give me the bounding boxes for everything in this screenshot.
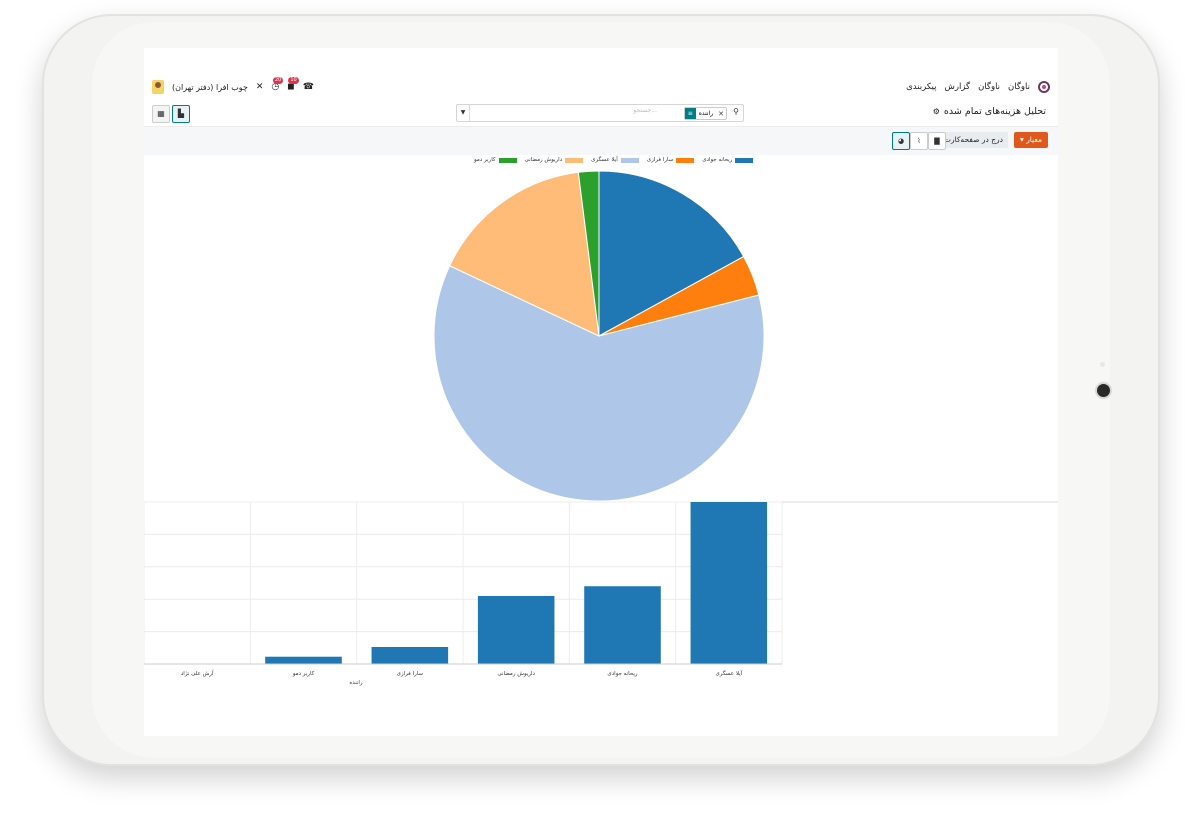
bar[interactable] (690, 502, 768, 664)
legend-label: سارا فرازی (646, 157, 674, 163)
measures-label: معیار (1026, 135, 1042, 144)
search-bar[interactable]: ⚲ ≡ راننده ✕ جستجو... ▼ (456, 104, 744, 122)
graph-view-icon[interactable]: ▙ (172, 105, 190, 123)
pivot-view-icon[interactable]: ▦ (152, 105, 170, 123)
legend-swatch (498, 157, 517, 163)
insert-dashboard-button[interactable]: درج در صفحه‌کارت (938, 132, 1008, 148)
bar[interactable] (477, 595, 555, 664)
x-axis-label: راننده (349, 680, 362, 686)
tools-icon[interactable]: ✕ (255, 82, 264, 92)
activity-badge: 20 (272, 77, 284, 84)
legend-label: ریحانه جوادی (702, 157, 733, 163)
legend-swatch (676, 157, 695, 163)
page-title: تحلیل هزینه‌های تمام شده ⚙ (933, 106, 1046, 117)
app-brand: ناوگان ناوگان گزارش پیکربندی (906, 81, 1050, 93)
facet-group-icon: ≡ (684, 108, 696, 119)
bar[interactable] (584, 586, 661, 664)
search-input[interactable]: جستجو... (633, 107, 657, 114)
bar-chart: آرش علی نژاد کاربر دمو سارا فرازی داریوش رم… (144, 501, 1058, 686)
menu-reporting[interactable]: گزارش (944, 82, 971, 92)
menu-fleet[interactable]: ناوگان (978, 82, 1001, 92)
phone-icon[interactable]: ☎ (302, 82, 314, 92)
pie-chart (433, 170, 765, 502)
bar[interactable] (371, 646, 449, 664)
tablet-home-button (1097, 384, 1110, 397)
company-switcher[interactable]: چوب افرا (دفتر تهران) (172, 82, 248, 92)
messages-icon[interactable]: ◼ 10 (287, 77, 299, 92)
pie-chart-icon[interactable]: ◕ (892, 132, 910, 150)
app-screen: ناوگان ناوگان گزارش پیکربندی چوب افرا (د… (144, 48, 1058, 736)
avatar[interactable] (152, 80, 164, 94)
messages-badge: 10 (288, 77, 299, 84)
pie-legend: ریحانه جوادی سارا فرازی آیلا عسگری داریوش ر… (474, 157, 754, 163)
pie-slice[interactable] (577, 170, 600, 337)
legend-swatch (620, 157, 639, 163)
legend-item[interactable]: کاربر دمو (474, 157, 517, 163)
legend-label: داریوش رمضانی (524, 157, 563, 163)
pie-slice[interactable] (449, 171, 600, 337)
gear-icon[interactable]: ⚙ (932, 107, 940, 116)
page-title-text: تحلیل هزینه‌های تمام شده (943, 106, 1046, 117)
activity-clock-icon[interactable]: ◷ 20 (271, 77, 284, 92)
systray: چوب افرا (دفتر تهران) ✕ ◷ 20 ◼ 10 ☎ (152, 77, 314, 94)
bar[interactable] (265, 656, 342, 664)
legend-label: آیلا عسگری (591, 157, 618, 163)
facet-label: راننده (698, 110, 714, 117)
legend-item[interactable]: آیلا عسگری (591, 157, 639, 163)
pie-slice[interactable] (598, 170, 745, 337)
search-icon[interactable]: ⚲ (733, 107, 739, 116)
tablet-sensor (1100, 362, 1105, 367)
menu-configuration[interactable]: پیکربندی (906, 82, 937, 92)
legend-item[interactable]: داریوش رمضانی (525, 157, 584, 163)
bar-chart-icon[interactable]: ▇ (928, 132, 946, 150)
bar-tick-label: آیلا عسگری (716, 670, 743, 677)
app-name[interactable]: ناوگان (1008, 82, 1030, 92)
facet-remove-icon[interactable]: ✕ (718, 109, 724, 118)
bar-tick-label: آرش علی نژاد (181, 670, 214, 677)
bar-tick-label: ریحانه جوادی (607, 671, 638, 677)
bar-tick-label: کاربر دمو (292, 670, 315, 677)
chart-area: آرش علی نژاد کاربر دمو سارا فرازی داریوش رم… (144, 154, 1058, 736)
bar-tick-label: سارا فرازی (397, 671, 424, 677)
control-panel-bottom: معیار ▾ درج در صفحه‌کارت ▇ ⌇ ◕ (144, 126, 1058, 155)
legend-item[interactable]: سارا فرازی (646, 157, 695, 163)
control-panel-top: تحلیل هزینه‌های تمام شده ⚙ ⚲ ≡ راننده ✕ … (144, 100, 1058, 126)
top-navbar: ناوگان ناوگان گزارش پیکربندی چوب افرا (د… (144, 77, 1058, 98)
legend-swatch (565, 157, 584, 163)
legend-swatch (735, 157, 754, 163)
legend-label: کاربر دمو (474, 157, 496, 163)
search-facet: ≡ راننده ✕ (683, 107, 727, 120)
view-switcher: ▦ ▙ (152, 105, 190, 123)
search-options-toggle[interactable]: ▼ (457, 105, 470, 121)
measures-button[interactable]: معیار ▾ (1014, 132, 1048, 148)
line-chart-icon[interactable]: ⌇ (910, 132, 928, 150)
pie-slice[interactable] (433, 265, 765, 502)
fleet-logo-icon[interactable] (1038, 81, 1050, 93)
legend-item[interactable]: ریحانه جوادی (702, 157, 754, 163)
bar-tick-label: داریوش رمضانی (497, 671, 535, 677)
